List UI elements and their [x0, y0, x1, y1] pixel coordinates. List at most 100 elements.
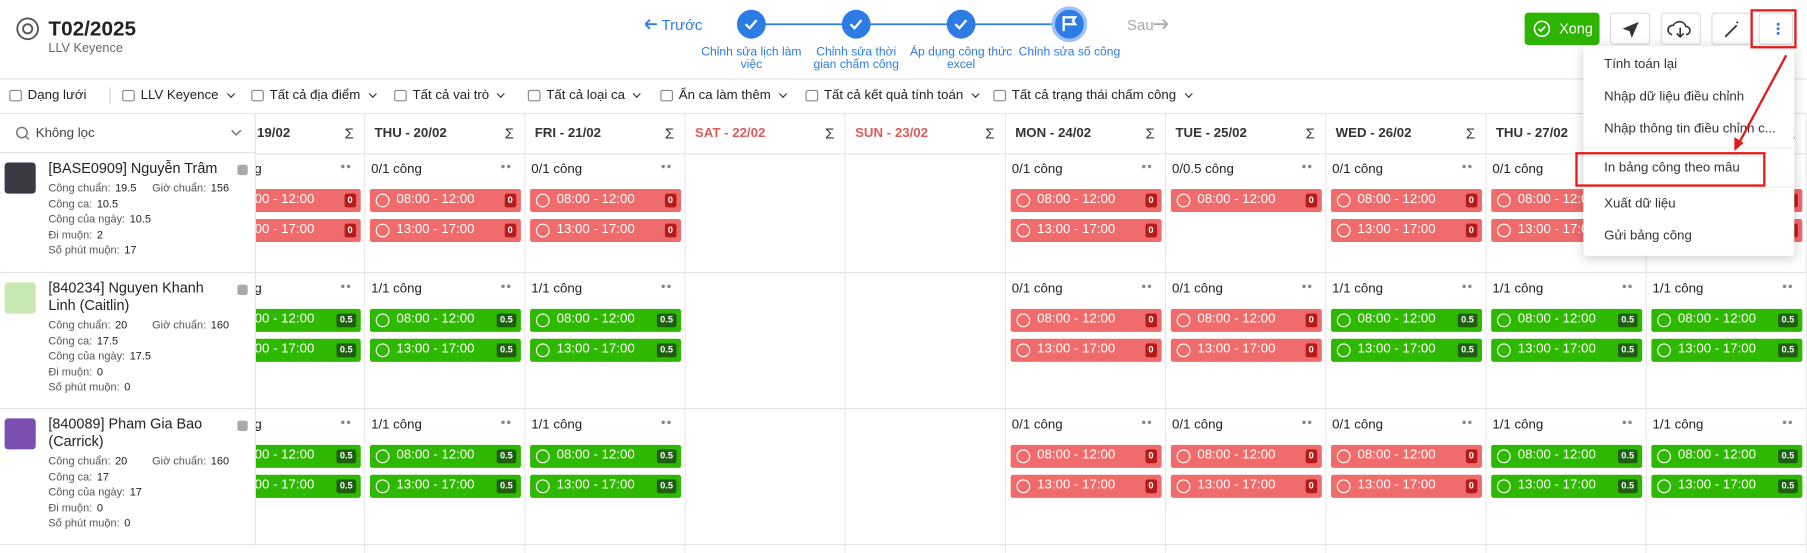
cell-more[interactable] — [501, 284, 505, 289]
shift[interactable]: 13:00 - 17:00 0 — [530, 218, 682, 243]
cell-more[interactable] — [1142, 164, 1146, 169]
row-check — [237, 420, 248, 431]
cell-more[interactable] — [1462, 164, 1466, 169]
filter[interactable]: Ẩn ca làm thêm — [660, 86, 788, 104]
wand-button[interactable] — [1711, 12, 1752, 45]
shift[interactable]: 13:00 - 17:00 0 — [369, 218, 521, 243]
cell-more[interactable] — [1622, 284, 1627, 289]
shift-badge: 0 — [344, 193, 357, 208]
shift[interactable]: 13:00 - 17:00 0.5 — [530, 474, 682, 498]
shift[interactable]: 08:00 - 12:00 0.5 — [530, 444, 682, 468]
menu-item[interactable]: Gửi bảng công — [1604, 229, 1692, 244]
menu-item[interactable]: Nhập dữ liệu điều chỉnh — [1604, 89, 1745, 104]
shift[interactable]: 08:00 - 12:00 0 — [1331, 188, 1482, 213]
shift[interactable]: 13:00 - 17:00 0.5 — [1651, 338, 1803, 362]
cell-more[interactable] — [1782, 284, 1787, 289]
shift[interactable]: 08:00 - 12:00 0.5 — [1491, 308, 1643, 332]
shift-badge: 0.5 — [656, 449, 677, 464]
cell-more[interactable] — [1142, 284, 1146, 289]
next-button[interactable]: Sau — [1127, 16, 1154, 34]
cell-more[interactable] — [1302, 420, 1306, 425]
shift[interactable]: 13:00 - 17:00 0 — [1170, 474, 1322, 498]
cell-summary: 1/1 công — [371, 418, 422, 433]
shift[interactable]: 08:00 - 12:00 0 — [530, 188, 682, 213]
menu-item[interactable]: Xuất dữ liệu — [1604, 197, 1676, 211]
filter[interactable]: Tất cả vai trò — [394, 86, 506, 104]
shift[interactable]: 08:00 - 12:00 0.5 — [369, 444, 521, 468]
step-label[interactable]: Chỉnh sửa số công — [1018, 44, 1121, 59]
shift-time: 08:00 - 12:00 — [255, 448, 315, 463]
shift[interactable]: 13:00 - 17:00 0 — [1010, 474, 1162, 498]
shift[interactable]: 13:00 - 17:00 0 — [1331, 474, 1482, 498]
prev-button[interactable]: Trước — [661, 16, 703, 34]
shift[interactable]: 08:00 - 12:00 0 — [255, 188, 361, 213]
stat-label: Giờ chuẩn: — [152, 319, 207, 332]
cell-more[interactable] — [341, 164, 345, 169]
cell-more[interactable] — [661, 164, 665, 169]
shift[interactable]: 08:00 - 12:00 0 — [369, 188, 521, 213]
shift[interactable]: 13:00 - 17:00 0 — [1170, 338, 1322, 362]
shift[interactable]: 08:00 - 12:00 0.5 — [1491, 444, 1643, 468]
dropdown-menu: Tính toán lại Nhập dữ liệu điều chỉnh Nhập… — [1583, 46, 1795, 256]
shift[interactable]: 13:00 - 17:00 0.5 — [1331, 338, 1482, 362]
shift[interactable]: 13:00 - 17:00 0.5 — [255, 474, 361, 498]
filter[interactable]: Tất cả kết quả tính toán — [805, 86, 980, 104]
cell-more[interactable] — [501, 164, 505, 169]
shift[interactable]: 08:00 - 12:00 0.5 — [369, 308, 521, 332]
menu-item[interactable]: In bảng công theo mẫu — [1604, 161, 1740, 176]
shift[interactable]: 08:00 - 12:00 0.5 — [1331, 308, 1482, 332]
shift[interactable]: 08:00 - 12:00 0.5 — [1651, 308, 1803, 332]
step-label[interactable]: Chỉnh sửa lịch làm việc — [701, 44, 802, 72]
cell-more[interactable] — [661, 420, 665, 425]
step-label[interactable]: Áp dụng công thức excel — [909, 44, 1013, 72]
shift[interactable]: 08:00 - 12:00 0 — [1010, 444, 1162, 468]
menu-item[interactable]: Nhập thông tin điều chỉnh c... — [1604, 122, 1776, 136]
cell-more[interactable] — [1622, 420, 1627, 425]
filter[interactable]: LLV Keyence — [122, 86, 235, 104]
cell-more[interactable] — [341, 420, 345, 425]
shift[interactable]: 13:00 - 17:00 0 — [1331, 218, 1482, 243]
cell-more[interactable] — [1142, 420, 1146, 425]
shift[interactable]: 13:00 - 17:00 0.5 — [369, 338, 521, 362]
row-check — [237, 164, 248, 176]
menu-item[interactable]: Tính toán lại — [1604, 57, 1678, 72]
shift[interactable]: 13:00 - 17:00 0 — [255, 218, 361, 243]
shift[interactable]: 08:00 - 12:00 0 — [1170, 444, 1322, 468]
shift[interactable]: 13:00 - 17:00 0.5 — [369, 474, 521, 498]
shift[interactable]: 08:00 - 12:00 0 — [1010, 308, 1162, 332]
done-button[interactable]: Xong — [1524, 12, 1600, 45]
cell-more[interactable] — [1302, 164, 1306, 169]
shift[interactable]: 13:00 - 17:00 0.5 — [1491, 474, 1643, 498]
cell-more[interactable] — [341, 284, 345, 289]
shift[interactable]: 08:00 - 12:00 0 — [1170, 188, 1322, 213]
filter[interactable]: Dạng lưới — [9, 86, 86, 104]
shift[interactable]: 13:00 - 17:00 0.5 — [1491, 338, 1643, 362]
cell-summary: 0/1 công — [1332, 162, 1384, 177]
cell-more[interactable] — [501, 420, 505, 425]
shift[interactable]: 08:00 - 12:00 0 — [1010, 188, 1162, 213]
filter[interactable]: Tất cả loại ca — [527, 86, 642, 104]
shift[interactable]: 08:00 - 12:00 0 — [1331, 444, 1482, 468]
cell-more[interactable] — [1462, 284, 1466, 289]
step-circle — [946, 9, 976, 39]
step-label[interactable]: Chỉnh sửa thời gian chấm công — [813, 44, 899, 72]
filter[interactable]: Tất cả trạng thái chấm công — [993, 86, 1193, 104]
shift-time: 13:00 - 17:00 — [396, 478, 475, 493]
shift[interactable]: 13:00 - 17:00 0.5 — [530, 338, 682, 362]
shift[interactable]: 08:00 - 12:00 0 — [1170, 308, 1322, 332]
shift[interactable]: 13:00 - 17:00 0.5 — [1651, 474, 1803, 498]
cell-more[interactable] — [661, 284, 665, 289]
search-box[interactable] — [0, 114, 256, 154]
cell-more[interactable] — [1782, 420, 1787, 425]
cell-more[interactable] — [1302, 284, 1306, 289]
cell-more[interactable] — [1462, 420, 1466, 425]
shift[interactable]: 08:00 - 12:00 0.5 — [1651, 444, 1803, 468]
shift[interactable]: 13:00 - 17:00 0 — [1010, 218, 1162, 243]
shift[interactable]: 13:00 - 17:00 0 — [1010, 338, 1162, 362]
shift[interactable]: 08:00 - 12:00 0.5 — [530, 308, 682, 332]
filter[interactable]: Tất cả địa điểm — [251, 86, 377, 104]
shift[interactable]: 13:00 - 17:00 0.5 — [255, 338, 361, 362]
shift[interactable]: 08:00 - 12:00 0.5 — [255, 308, 361, 332]
shift[interactable]: 08:00 - 12:00 0.5 — [255, 444, 361, 468]
more-button[interactable] — [1758, 12, 1794, 45]
